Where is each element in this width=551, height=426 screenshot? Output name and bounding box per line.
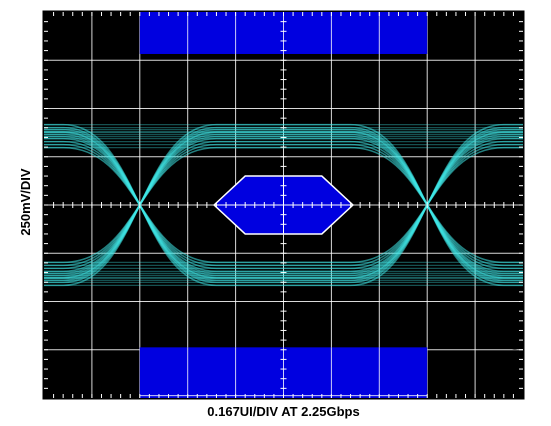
- eye-trace: [44, 137, 523, 273]
- eye-trace: [44, 140, 523, 270]
- eye-trace: [44, 137, 523, 273]
- eye-trace: [44, 143, 523, 267]
- figure-id: 07905-025: [510, 306, 520, 350]
- y-axis-label: 250mV/DIV: [18, 168, 33, 236]
- center-ticks: [44, 12, 523, 398]
- eye-trace: [44, 143, 523, 267]
- x-axis-label: 0.167UI/DIV AT 2.25Gbps: [207, 404, 360, 419]
- eye-trace: [44, 146, 523, 264]
- eye-trace: [44, 140, 523, 270]
- eye-trace: [44, 123, 523, 287]
- eye-trace: [44, 123, 523, 287]
- eye-masks: [139, 12, 428, 398]
- eye-trace: [44, 146, 523, 264]
